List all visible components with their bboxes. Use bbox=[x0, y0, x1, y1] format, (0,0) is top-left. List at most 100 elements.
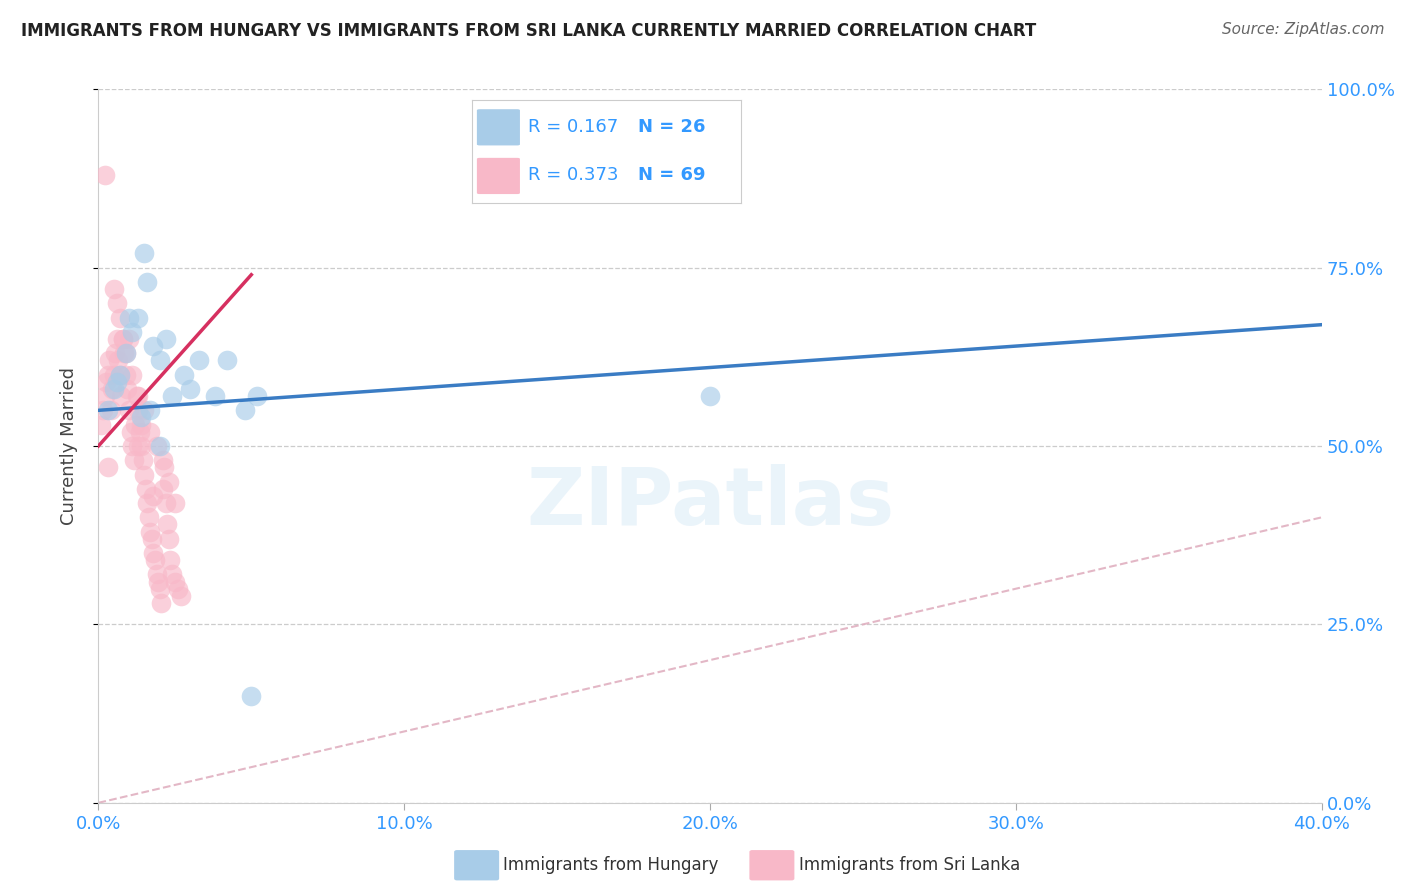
Point bbox=[157, 532, 180, 546]
Point bbox=[139, 524, 162, 539]
Point bbox=[150, 596, 173, 610]
Point bbox=[167, 582, 190, 596]
Point bbox=[215, 353, 238, 368]
Y-axis label: Currently Married: Currently Married bbox=[59, 367, 77, 525]
Point bbox=[179, 382, 201, 396]
Point bbox=[136, 496, 159, 510]
Point bbox=[142, 339, 165, 353]
Point bbox=[143, 553, 166, 567]
Point bbox=[124, 417, 146, 432]
Point bbox=[163, 496, 186, 510]
Point bbox=[157, 475, 180, 489]
Point bbox=[163, 574, 186, 589]
Point bbox=[152, 482, 174, 496]
Point bbox=[111, 332, 134, 346]
Point bbox=[156, 517, 179, 532]
Point bbox=[105, 375, 128, 389]
Point bbox=[115, 346, 138, 360]
Point bbox=[100, 403, 122, 417]
Point bbox=[90, 417, 112, 432]
Point bbox=[115, 346, 138, 360]
Point bbox=[122, 453, 145, 467]
Point bbox=[120, 425, 142, 439]
Point bbox=[110, 389, 132, 403]
Point bbox=[127, 389, 149, 403]
Point bbox=[121, 325, 143, 339]
Point bbox=[104, 346, 127, 360]
Point bbox=[149, 439, 172, 453]
Point bbox=[101, 382, 124, 396]
Point bbox=[121, 368, 143, 382]
Point bbox=[117, 382, 139, 396]
Point bbox=[105, 332, 128, 346]
Point bbox=[111, 332, 134, 346]
Point bbox=[103, 382, 125, 396]
Point bbox=[170, 589, 193, 603]
Point bbox=[135, 482, 157, 496]
Point bbox=[141, 532, 163, 546]
Point bbox=[103, 368, 125, 382]
Point bbox=[149, 582, 172, 596]
Point bbox=[108, 310, 131, 325]
Point bbox=[108, 368, 131, 382]
Point bbox=[127, 403, 149, 417]
Point bbox=[145, 567, 167, 582]
Point bbox=[142, 546, 165, 560]
Point bbox=[112, 346, 135, 360]
Point bbox=[145, 439, 167, 453]
Point bbox=[136, 275, 159, 289]
Point bbox=[128, 425, 150, 439]
Point bbox=[132, 453, 155, 467]
Point bbox=[118, 332, 141, 346]
Point bbox=[188, 353, 211, 368]
Text: ZIPatlas: ZIPatlas bbox=[526, 464, 894, 542]
Point bbox=[173, 368, 195, 382]
Text: Source: ZipAtlas.com: Source: ZipAtlas.com bbox=[1222, 22, 1385, 37]
Text: Immigrants from Sri Lanka: Immigrants from Sri Lanka bbox=[799, 856, 1019, 874]
Point bbox=[108, 368, 131, 382]
Point bbox=[103, 282, 125, 296]
Text: Immigrants from Hungary: Immigrants from Hungary bbox=[503, 856, 718, 874]
Point bbox=[134, 403, 156, 417]
Point bbox=[134, 467, 156, 482]
Point bbox=[153, 460, 176, 475]
Point bbox=[139, 425, 162, 439]
Point bbox=[121, 439, 143, 453]
Text: IMMIGRANTS FROM HUNGARY VS IMMIGRANTS FROM SRI LANKA CURRENTLY MARRIED CORRELATI: IMMIGRANTS FROM HUNGARY VS IMMIGRANTS FR… bbox=[21, 22, 1036, 40]
Point bbox=[149, 353, 172, 368]
Point bbox=[139, 403, 162, 417]
Point bbox=[142, 489, 165, 503]
Point bbox=[93, 389, 115, 403]
Point bbox=[118, 310, 141, 325]
Point bbox=[699, 389, 721, 403]
Point bbox=[160, 567, 183, 582]
Point bbox=[129, 439, 152, 453]
Point bbox=[138, 510, 160, 524]
Point bbox=[97, 460, 120, 475]
Point bbox=[204, 389, 226, 403]
Point bbox=[127, 439, 149, 453]
Point bbox=[107, 353, 129, 368]
Point bbox=[98, 353, 121, 368]
Point bbox=[159, 553, 181, 567]
Point bbox=[97, 368, 120, 382]
Point bbox=[125, 389, 148, 403]
Point bbox=[105, 296, 128, 310]
Point bbox=[91, 403, 114, 417]
Point bbox=[129, 417, 152, 432]
Point bbox=[160, 389, 183, 403]
Point bbox=[146, 574, 169, 589]
Point bbox=[134, 246, 156, 260]
Point bbox=[94, 375, 117, 389]
Point bbox=[115, 368, 138, 382]
Point bbox=[127, 310, 149, 325]
Point bbox=[97, 403, 120, 417]
Point bbox=[246, 389, 269, 403]
Point bbox=[129, 410, 152, 425]
Point bbox=[93, 168, 115, 182]
Point bbox=[233, 403, 256, 417]
Point bbox=[240, 689, 263, 703]
Point bbox=[118, 403, 141, 417]
Point bbox=[155, 332, 177, 346]
Point bbox=[155, 496, 177, 510]
